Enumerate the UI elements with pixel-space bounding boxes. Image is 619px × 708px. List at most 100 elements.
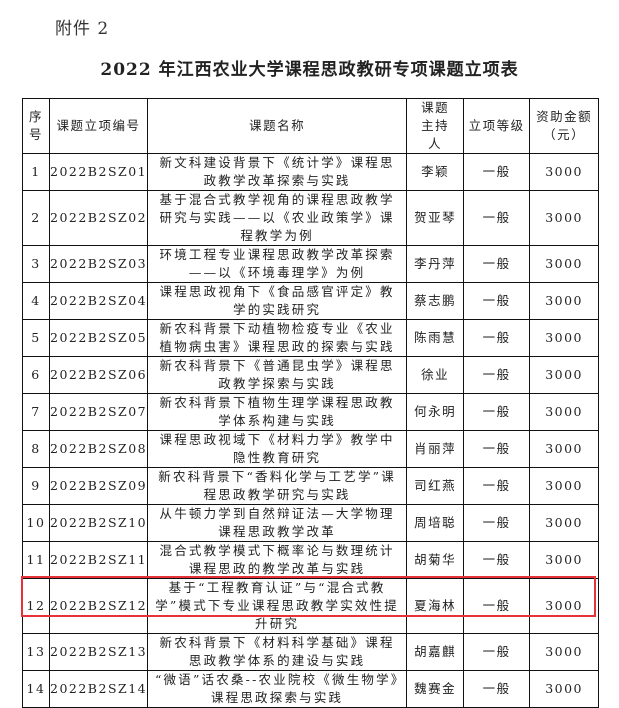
seq-cell: 13 bbox=[22, 633, 50, 671]
amount-cell: 3000 bbox=[529, 541, 600, 579]
name-cell: 基于“工程教育认证”与“混合式教学”模式下专业课程思政教学实效性提升研究 bbox=[147, 578, 408, 634]
table-row: 11 2022B2SZ11 混合式教学模式下概率论与数理统计课程思政的教学改革与实践… bbox=[22, 541, 600, 579]
seq-cell: 2 bbox=[22, 190, 50, 246]
seq-cell: 14 bbox=[22, 670, 50, 708]
amount-cell: 3000 bbox=[529, 430, 600, 468]
table-row: 12 2022B2SZ12 基于“工程教育认证”与“混合式教学”模式下专业课程思政教… bbox=[22, 578, 600, 634]
host-cell: 徐业 bbox=[406, 356, 465, 394]
level-cell: 一般 bbox=[463, 504, 531, 542]
name-cell: 混合式教学模式下概率论与数理统计课程思政的教学改革与实践 bbox=[147, 541, 408, 579]
level-cell: 一般 bbox=[463, 430, 531, 468]
code-cell: 2022B2SZ03 bbox=[48, 245, 149, 283]
host-cell: 胡嘉麒 bbox=[406, 633, 465, 671]
name-cell: 从牛顿力学到自然辩证法—大学物理课程思政教学改革 bbox=[147, 504, 408, 542]
project-table: 序号 课题立项编号 课题名称 课题主持人 立项等级 资助金额（元） 1 2022B… bbox=[22, 98, 600, 708]
amount-cell: 3000 bbox=[529, 245, 600, 283]
seq-cell: 9 bbox=[22, 467, 50, 505]
seq-cell: 3 bbox=[22, 245, 50, 283]
level-cell: 一般 bbox=[463, 633, 531, 671]
table-row: 13 2022B2SZ13 新农科背景下《材料科学基础》课程思政教学体系的建设与实践… bbox=[22, 633, 600, 671]
name-cell: 基于混合式教学视角的课程思政教学研究与实践——以《农业政策学》课程教学为例 bbox=[147, 190, 408, 246]
seq-cell: 8 bbox=[22, 430, 50, 468]
host-cell: 蔡志鹏 bbox=[406, 282, 465, 320]
amount-cell: 3000 bbox=[529, 633, 600, 671]
host-cell: 李丹萍 bbox=[406, 245, 465, 283]
level-cell: 一般 bbox=[463, 541, 531, 579]
seq-cell: 10 bbox=[22, 504, 50, 542]
host-cell: 李颖 bbox=[406, 153, 465, 191]
code-cell: 2022B2SZ10 bbox=[48, 504, 149, 542]
table-row: 14 2022B2SZ14 “微语”话农桑--农业院校《微生物学》课程思政探索与实践… bbox=[22, 670, 600, 708]
name-cell: 课程思政视域下《材料力学》教学中隐性教育研究 bbox=[147, 430, 408, 468]
host-cell: 肖丽萍 bbox=[406, 430, 465, 468]
host-cell: 周培聪 bbox=[406, 504, 465, 542]
seq-cell: 4 bbox=[22, 282, 50, 320]
name-cell: 新农科背景下《普通昆虫学》课程思政教学探索与实践 bbox=[147, 356, 408, 394]
seq-cell: 7 bbox=[22, 393, 50, 431]
code-cell: 2022B2SZ07 bbox=[48, 393, 149, 431]
level-cell: 一般 bbox=[463, 578, 531, 634]
name-cell: 新农科背景下动植物检疫专业《农业植物病虫害》课程思政的探索与实践 bbox=[147, 319, 408, 357]
host-cell: 何永明 bbox=[406, 393, 465, 431]
header-host: 课题主持人 bbox=[406, 98, 465, 154]
table-header: 序号 课题立项编号 课题名称 课题主持人 立项等级 资助金额（元） bbox=[22, 98, 600, 154]
amount-cell: 3000 bbox=[529, 153, 600, 191]
header-name: 课题名称 bbox=[147, 98, 408, 154]
host-cell: 贺亚琴 bbox=[406, 190, 465, 246]
code-cell: 2022B2SZ04 bbox=[48, 282, 149, 320]
host-cell: 司红燕 bbox=[406, 467, 465, 505]
seq-cell: 6 bbox=[22, 356, 50, 394]
header-code: 课题立项编号 bbox=[48, 98, 149, 154]
host-cell: 魏赛金 bbox=[406, 670, 465, 708]
seq-cell: 11 bbox=[22, 541, 50, 579]
seq-cell: 1 bbox=[22, 153, 50, 191]
name-cell: 新农科背景下“香料化学与工艺学”课程思政教学研究与实践 bbox=[147, 467, 408, 505]
code-cell: 2022B2SZ12 bbox=[48, 578, 149, 634]
seq-cell: 5 bbox=[22, 319, 50, 357]
amount-cell: 3000 bbox=[529, 282, 600, 320]
name-cell: 新农科背景下植物生理学课程思政教学体系构建与实践 bbox=[147, 393, 408, 431]
code-cell: 2022B2SZ06 bbox=[48, 356, 149, 394]
level-cell: 一般 bbox=[463, 670, 531, 708]
amount-cell: 3000 bbox=[529, 393, 600, 431]
host-cell: 夏海林 bbox=[406, 578, 465, 634]
amount-cell: 3000 bbox=[529, 504, 600, 542]
host-cell: 陈雨慧 bbox=[406, 319, 465, 357]
table-row: 6 2022B2SZ06 新农科背景下《普通昆虫学》课程思政教学探索与实践 徐业 一般 3… bbox=[22, 356, 600, 394]
amount-cell: 3000 bbox=[529, 578, 600, 634]
code-cell: 2022B2SZ05 bbox=[48, 319, 149, 357]
table-row: 10 2022B2SZ10 从牛顿力学到自然辩证法—大学物理课程思政教学改革 周培聪一… bbox=[22, 504, 600, 542]
table-row: 4 2022B2SZ04 课程思政视角下《食品感官评定》教学的实践研究 蔡志鹏 一般 30… bbox=[22, 282, 600, 320]
table-row: 5 2022B2SZ05 新农科背景下动植物检疫专业《农业植物病虫害》课程思政的探索… bbox=[22, 319, 600, 357]
name-cell: 新农科背景下《材料科学基础》课程思政教学体系的建设与实践 bbox=[147, 633, 408, 671]
header-amount: 资助金额（元） bbox=[529, 98, 600, 154]
code-cell: 2022B2SZ11 bbox=[48, 541, 149, 579]
level-cell: 一般 bbox=[463, 153, 531, 191]
level-cell: 一般 bbox=[463, 282, 531, 320]
level-cell: 一般 bbox=[463, 393, 531, 431]
highlight-box bbox=[21, 576, 596, 617]
table-row: 1 2022B2SZ01 新文科建设背景下《统计学》课程思政教学改革探索与实践 李颖一… bbox=[22, 153, 600, 191]
amount-cell: 3000 bbox=[529, 670, 600, 708]
name-cell: “微语”话农桑--农业院校《微生物学》课程思政探索与实践 bbox=[147, 670, 408, 708]
level-cell: 一般 bbox=[463, 467, 531, 505]
code-cell: 2022B2SZ08 bbox=[48, 430, 149, 468]
table-row: 3 2022B2SZ03 环境工程专业课程思政教学改革探索——以《环境毒理学》为例李… bbox=[22, 245, 600, 283]
code-cell: 2022B2SZ09 bbox=[48, 467, 149, 505]
name-cell: 课程思政视角下《食品感官评定》教学的实践研究 bbox=[147, 282, 408, 320]
table-row: 8 2022B2SZ08 课程思政视域下《材料力学》教学中隐性教育研究 肖丽萍 一般 30… bbox=[22, 430, 600, 468]
level-cell: 一般 bbox=[463, 245, 531, 283]
code-cell: 2022B2SZ14 bbox=[48, 670, 149, 708]
amount-cell: 3000 bbox=[529, 319, 600, 357]
code-cell: 2022B2SZ02 bbox=[48, 190, 149, 246]
code-cell: 2022B2SZ01 bbox=[48, 153, 149, 191]
attachment-label: 附件 2 bbox=[55, 19, 110, 39]
amount-cell: 3000 bbox=[529, 356, 600, 394]
amount-cell: 3000 bbox=[529, 190, 600, 246]
name-cell: 新文科建设背景下《统计学》课程思政教学改革探索与实践 bbox=[147, 153, 408, 191]
seq-cell: 12 bbox=[22, 578, 50, 634]
level-cell: 一般 bbox=[463, 319, 531, 357]
table-row: 2 2022B2SZ02 基于混合式教学视角的课程思政教学研究与实践——以《农业政策… bbox=[22, 190, 600, 246]
table-row: 7 2022B2SZ07 新农科背景下植物生理学课程思政教学体系构建与实践 何永明 一般… bbox=[22, 393, 600, 431]
host-cell: 胡菊华 bbox=[406, 541, 465, 579]
